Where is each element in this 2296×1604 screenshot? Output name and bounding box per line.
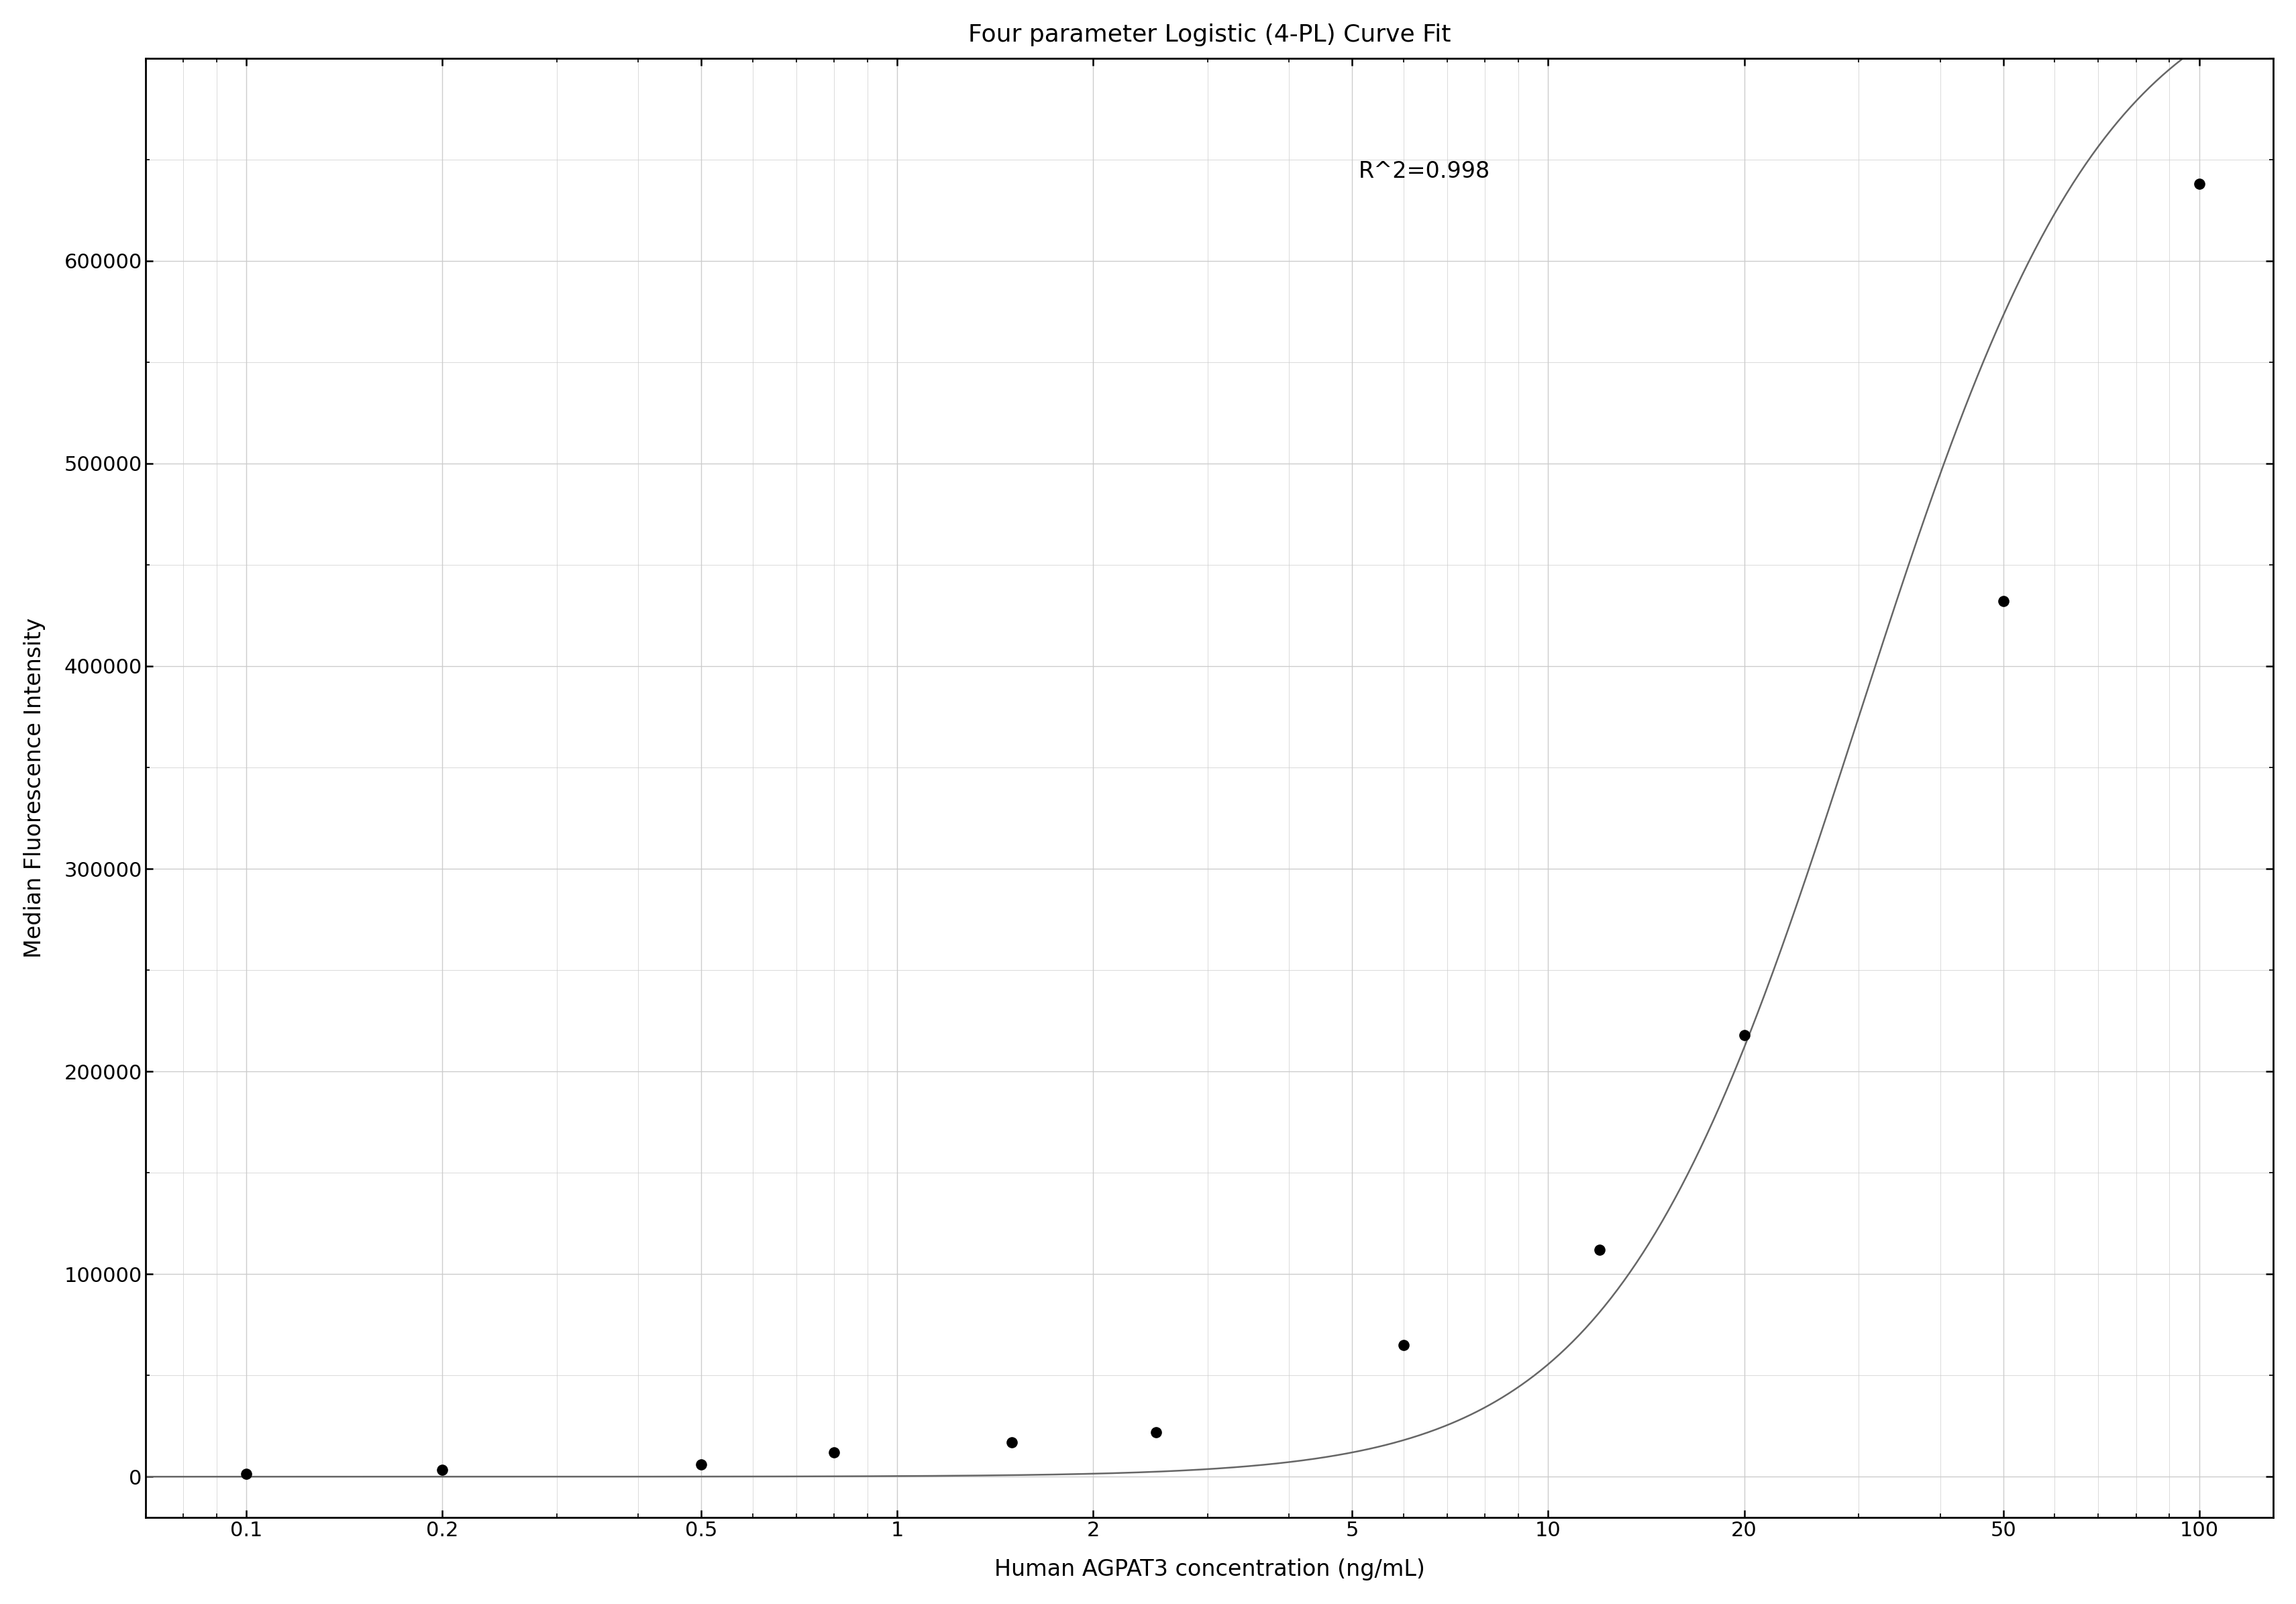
Point [682, 1452, 719, 1477]
Point [1384, 1333, 1421, 1359]
Point [425, 1456, 461, 1482]
Point [2181, 172, 2218, 197]
Point [227, 1461, 264, 1487]
Point [1984, 589, 2020, 614]
Point [1137, 1420, 1173, 1445]
Point [994, 1429, 1031, 1455]
Title: Four parameter Logistic (4-PL) Curve Fit: Four parameter Logistic (4-PL) Curve Fit [967, 24, 1451, 47]
Y-axis label: Median Fluorescence Intensity: Median Fluorescence Intensity [23, 618, 46, 958]
Point [1582, 1237, 1619, 1262]
Point [815, 1439, 852, 1464]
Text: R^2=0.998: R^2=0.998 [1357, 160, 1490, 183]
X-axis label: Human AGPAT3 concentration (ng/mL): Human AGPAT3 concentration (ng/mL) [994, 1559, 1424, 1580]
Point [1724, 1022, 1761, 1047]
